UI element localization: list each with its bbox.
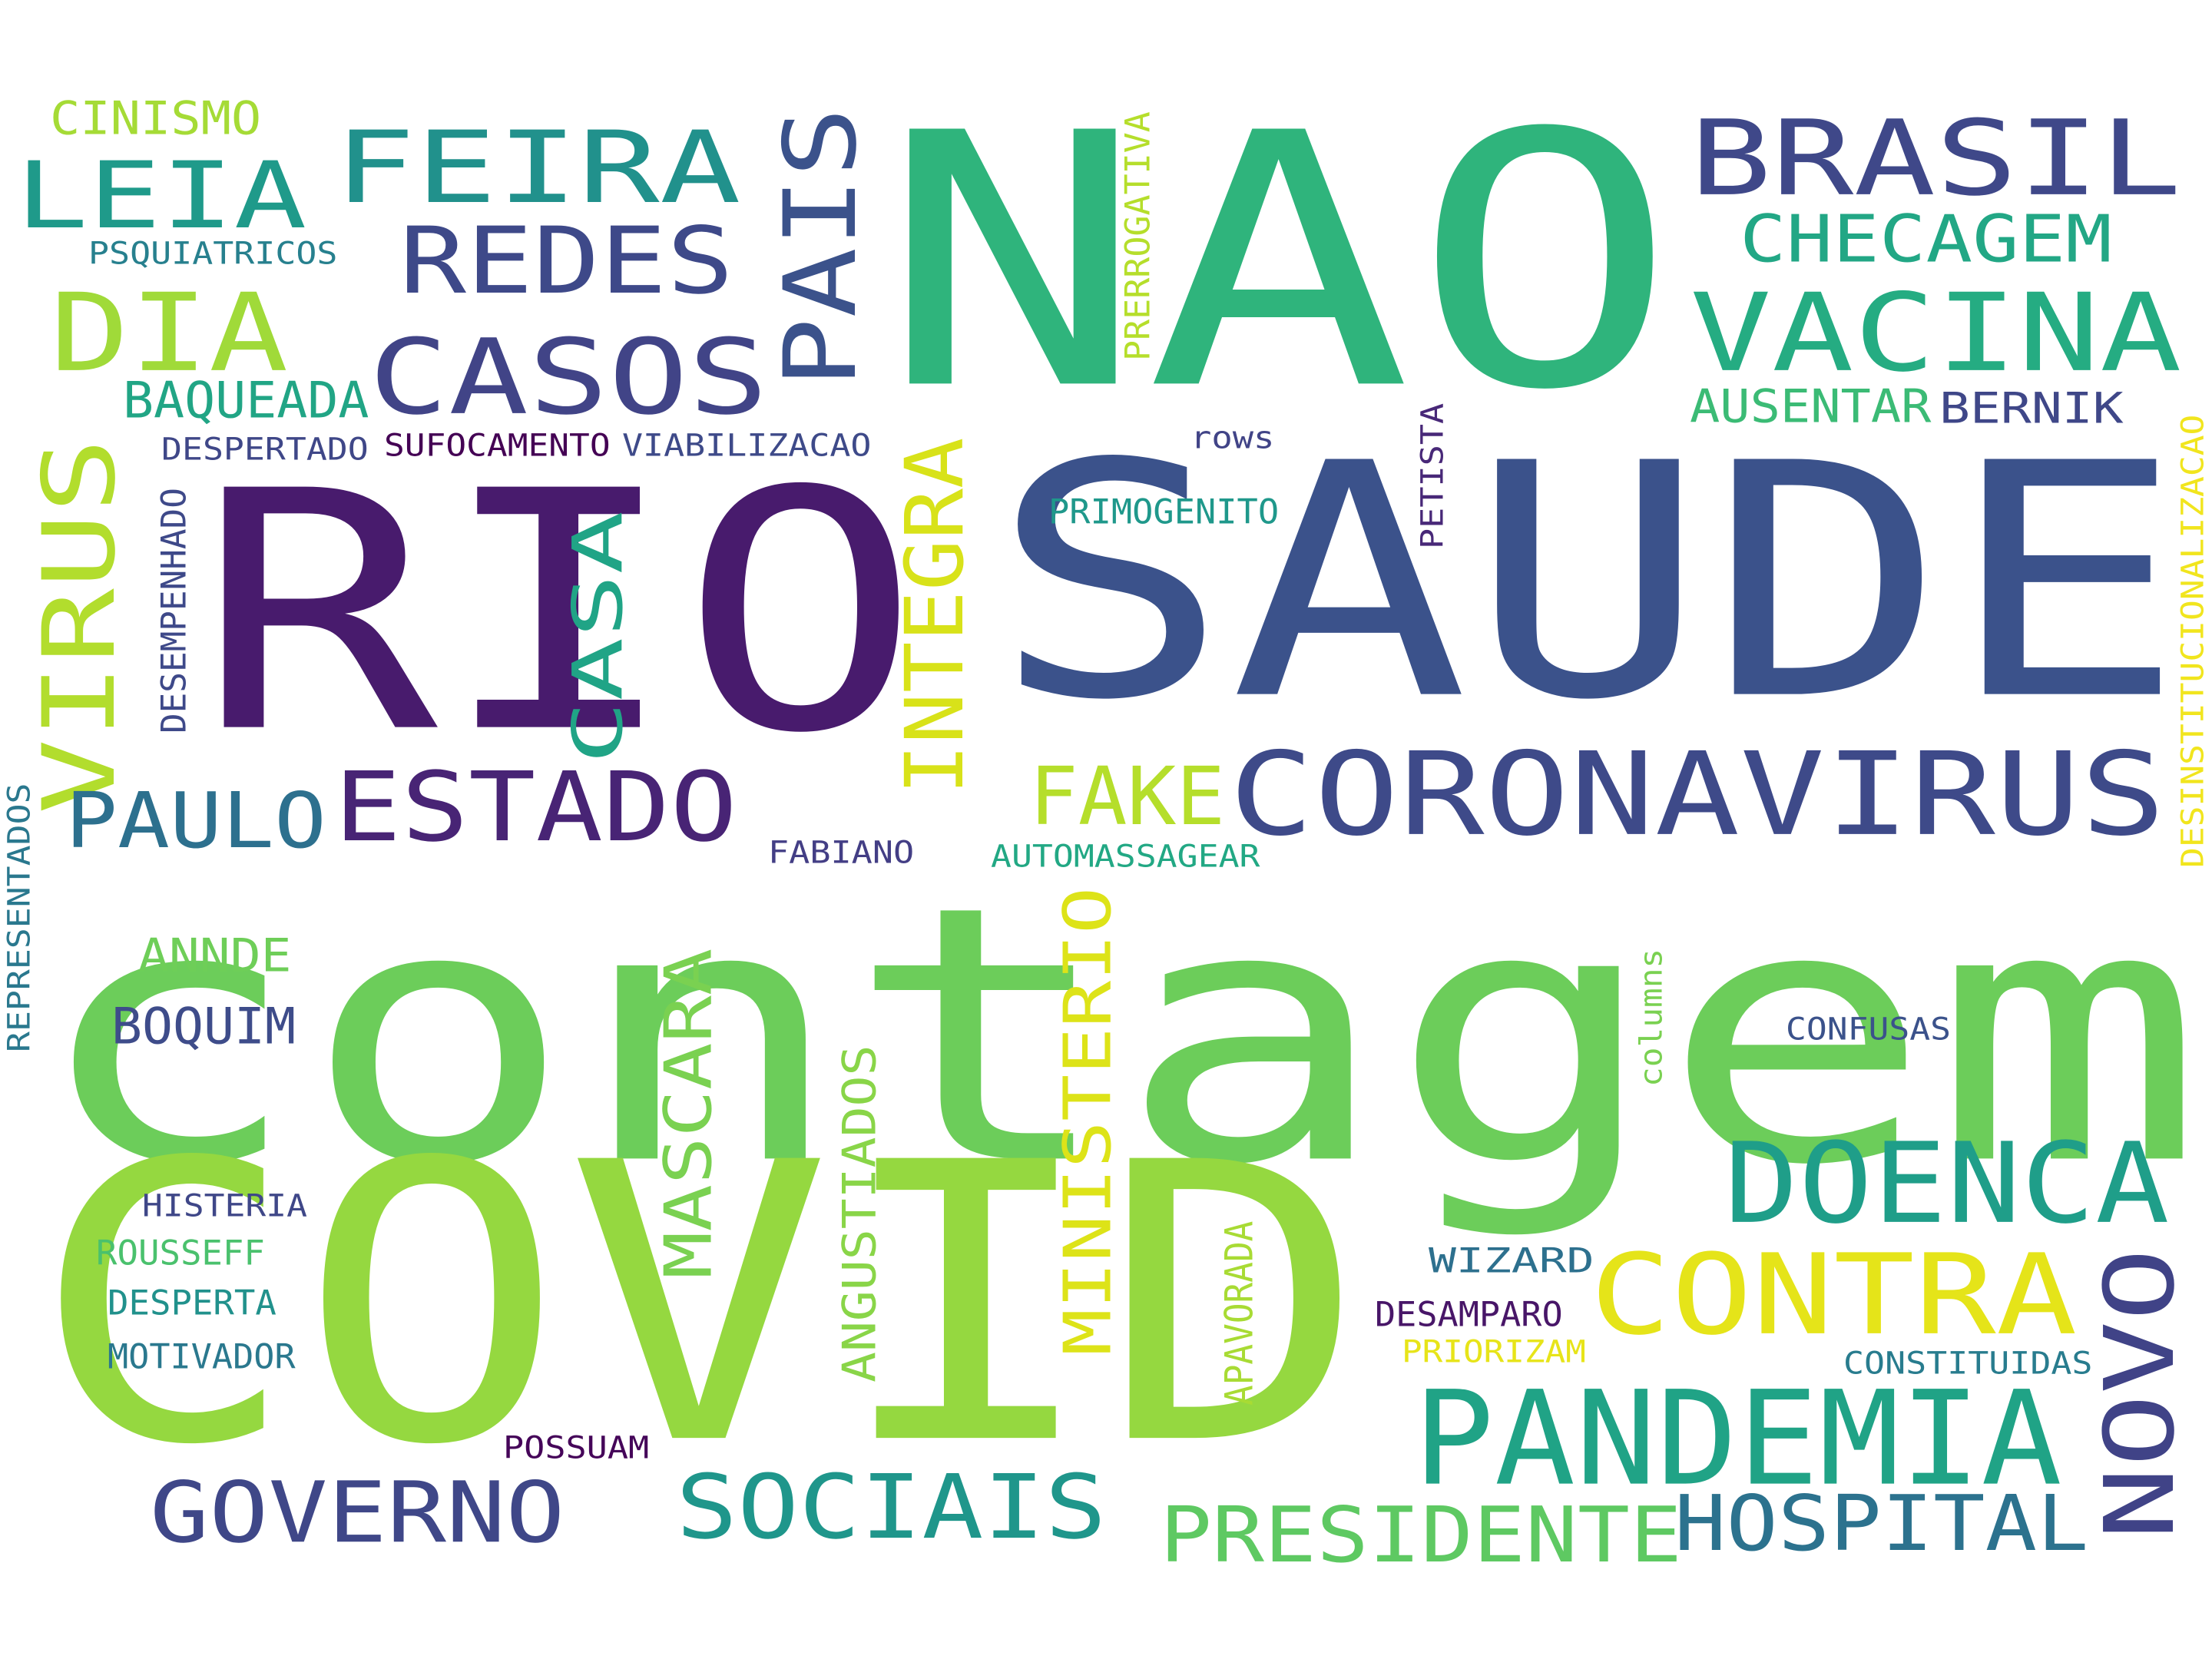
word-vacina: VACINA	[1690, 271, 2182, 396]
word-dia: DIA	[50, 271, 289, 396]
word-pandemia: PANDEMIA	[1413, 1363, 2062, 1515]
word-estado: ESTADO	[334, 752, 737, 864]
word-leia: LEIA	[15, 141, 307, 250]
word-governo: GOVERNO	[150, 1463, 565, 1562]
word-desamparo: DESAMPARO	[1375, 1294, 1563, 1336]
word-rio: RIO	[196, 422, 922, 806]
word-confusas: CONFUSAS	[1786, 1011, 1952, 1048]
word-viabilizacao: VIABILIZACAO	[622, 427, 872, 464]
word-paulo: PAULO	[65, 777, 326, 866]
word-saude: SAUDE	[991, 396, 2186, 771]
word-rows: rows	[1190, 419, 1275, 456]
word-casa: CASA	[558, 511, 639, 764]
word-psquiatricos: PSQUIATRICOS	[88, 235, 338, 272]
word-mascara: MASCARA	[651, 948, 727, 1279]
word-boquim: BOQUIM	[111, 997, 296, 1056]
word-nao: NAO	[879, 59, 1678, 466]
word-histeria: HISTERIA	[142, 1187, 308, 1224]
word-wizard: WIZARD	[1429, 1240, 1594, 1282]
word-possuam: POSSUAM	[503, 1429, 650, 1466]
word-sufocamento: SUFOCAMENTO	[384, 427, 611, 464]
word-constituidas: CONSTITUIDAS	[1843, 1345, 2093, 1382]
word-hospital: HOSPITAL	[1674, 1479, 2089, 1569]
word-columns: columns	[1633, 948, 1670, 1087]
word-prerrogativa: PRERROGATIVA	[1118, 111, 1159, 361]
word-novo: NOVO	[2085, 1248, 2197, 1540]
word-desinstitucionalizacao: DESINSTITUCIONALIZACAO	[2174, 414, 2211, 868]
word-apavorada: APAVORADA	[1217, 1220, 1263, 1406]
word-desempenhado: DESEMPENHADO	[154, 488, 195, 733]
word-brasil: BRASIL	[1690, 98, 2182, 220]
word-feira: FEIRA	[334, 110, 741, 227]
word-presidente: PRESIDENTE	[1160, 1491, 1682, 1581]
word-automassagear: AUTOMASSAGEAR	[991, 838, 1260, 875]
word-casos: CASOS	[369, 317, 769, 439]
word-bernik: BERNIK	[1939, 384, 2124, 434]
word-sociais: SOCIAIS	[676, 1455, 1107, 1559]
word-redes: REDES	[399, 207, 734, 315]
word-checagem: CHECAGEM	[1740, 201, 2112, 278]
word-virus: VIRUS	[22, 438, 138, 814]
word-ministerio: MINISTERIO	[1050, 886, 1127, 1356]
word-despertado: DESPERTADO	[161, 431, 369, 468]
word-integra: INTEGRA	[887, 437, 982, 795]
word-desperta: DESPERTA	[108, 1283, 276, 1324]
word-angustiados: ANGUSTIADOS	[833, 1045, 887, 1382]
word-annde: ANNDE	[138, 929, 292, 983]
word-contagem: contagem	[31, 831, 2204, 1243]
word-rousseff: ROUSSEFF	[96, 1233, 265, 1274]
word-contra: CONTRA	[1590, 1230, 2078, 1360]
word-cinismo: CINISMO	[50, 91, 262, 146]
word-representados: REPRESENTADOS	[1, 783, 38, 1052]
word-priorizam: PRIORIZAM	[1402, 1333, 1586, 1370]
word-baqueada: BAQUEADA	[123, 371, 369, 430]
word-covid: COVID	[31, 1081, 1367, 1530]
word-pais: PAIS	[763, 107, 879, 388]
word-petista: PETISTA	[1414, 402, 1451, 549]
word-ausentar: AUSENTAR	[1690, 379, 1932, 434]
word-fabiano: FABIANO	[768, 834, 915, 871]
word-doenca: DOENCA	[1724, 1119, 2170, 1249]
word-primogenito: PRIMOGENITO	[1048, 492, 1280, 533]
word-fake: FAKE	[1029, 749, 1226, 844]
word-coronavirus: CORONAVIRUS	[1229, 727, 2166, 862]
word-motivador: MOTIVADOR	[108, 1336, 296, 1378]
